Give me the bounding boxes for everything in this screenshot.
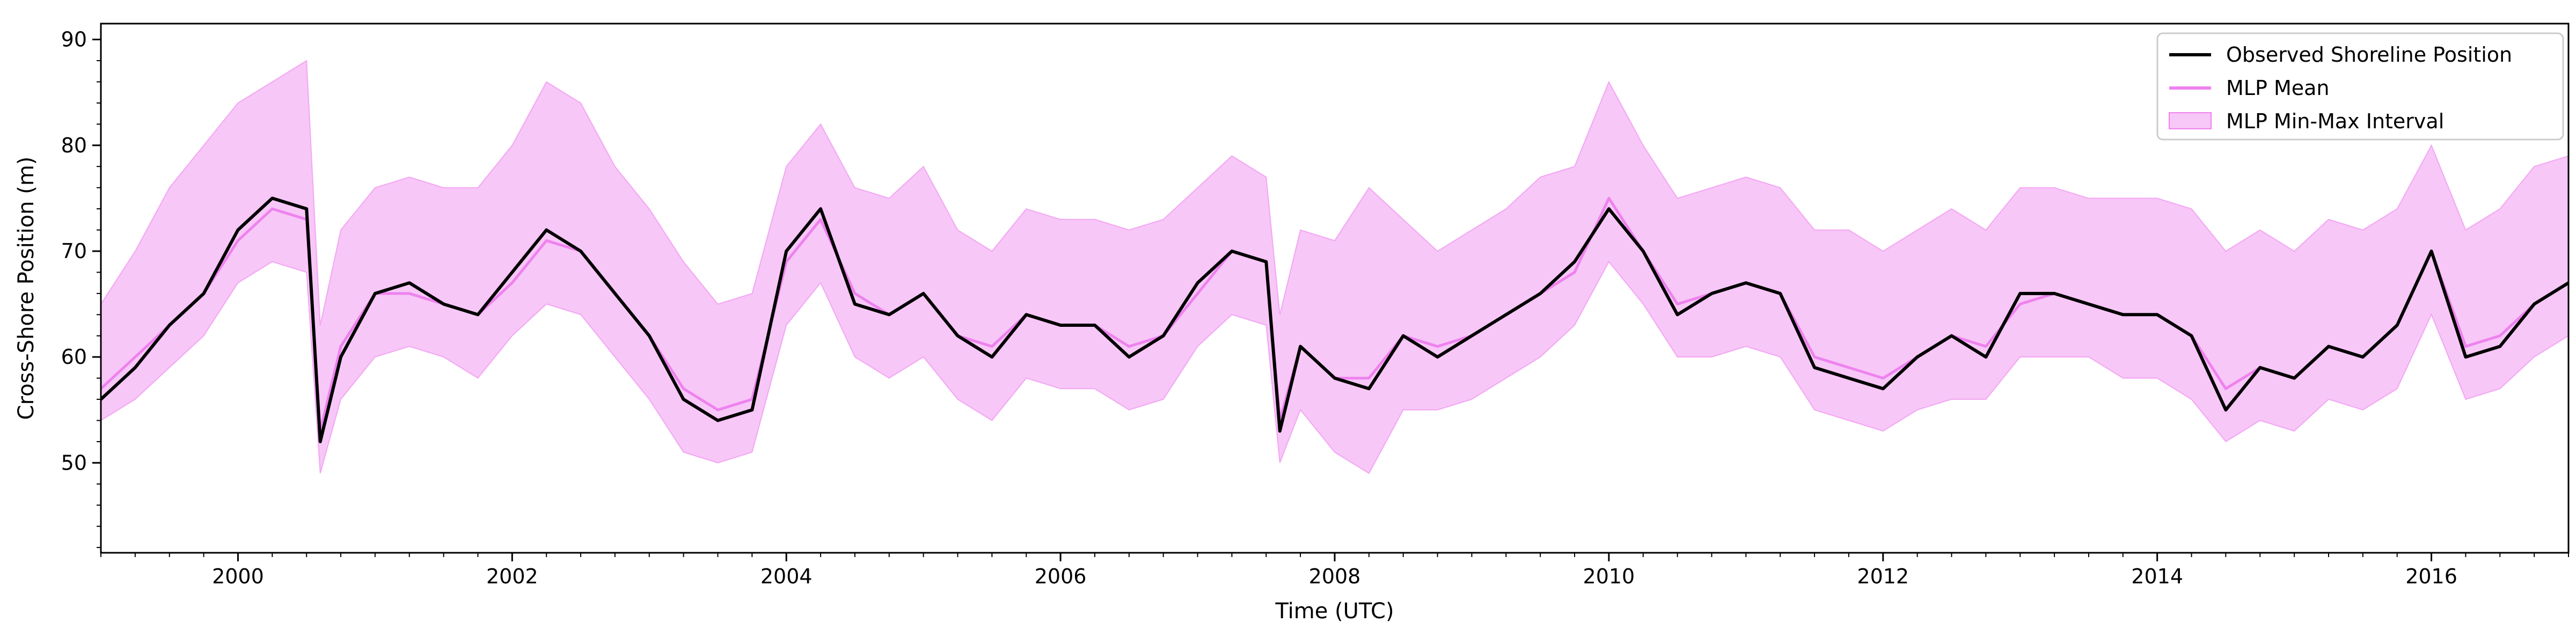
legend-label: MLP Mean xyxy=(2226,76,2330,100)
y-axis: 50 60 70 80 90 xyxy=(61,28,101,548)
x-tick-label: 2010 xyxy=(1583,565,1635,588)
x-tick-label: 2004 xyxy=(760,565,813,588)
observed-series xyxy=(101,196,2568,443)
y-tick-label: 90 xyxy=(61,28,87,52)
x-tick-label: 2016 xyxy=(2405,565,2457,588)
legend-box xyxy=(2156,32,2564,141)
y-axis-label: Cross-Shore Position (m) xyxy=(14,157,39,420)
y-tick-label: 50 xyxy=(61,451,87,474)
x-tick-label: 2006 xyxy=(1035,565,1087,588)
min-max-interval-band xyxy=(101,60,2568,474)
x-tick-label: 2002 xyxy=(486,565,538,588)
legend-label: Observed Shoreline Position xyxy=(2226,43,2512,67)
x-tick-label: 2014 xyxy=(2131,565,2183,588)
observed-shoreline-line xyxy=(101,196,2568,443)
legend-swatch-band xyxy=(2169,112,2212,129)
x-tick-label: 2008 xyxy=(1309,565,1361,588)
y-tick-label: 80 xyxy=(61,134,87,157)
x-tick-label: 2000 xyxy=(212,565,264,588)
y-tick-label: 60 xyxy=(61,345,87,369)
y-tick-label: 70 xyxy=(61,239,87,263)
min-max-interval-area xyxy=(101,60,2568,474)
x-axis: 2000 2002 2004 2006 2008 2010 2012 2014 2016 xyxy=(100,553,2569,588)
x-tick-label: 2012 xyxy=(1857,565,1909,588)
legend-label: MLP Min-Max Interval xyxy=(2226,109,2444,133)
x-axis-label: Time (UTC) xyxy=(1275,599,1394,624)
legend: Observed Shoreline Position MLP Mean MLP M… xyxy=(2156,32,2564,141)
